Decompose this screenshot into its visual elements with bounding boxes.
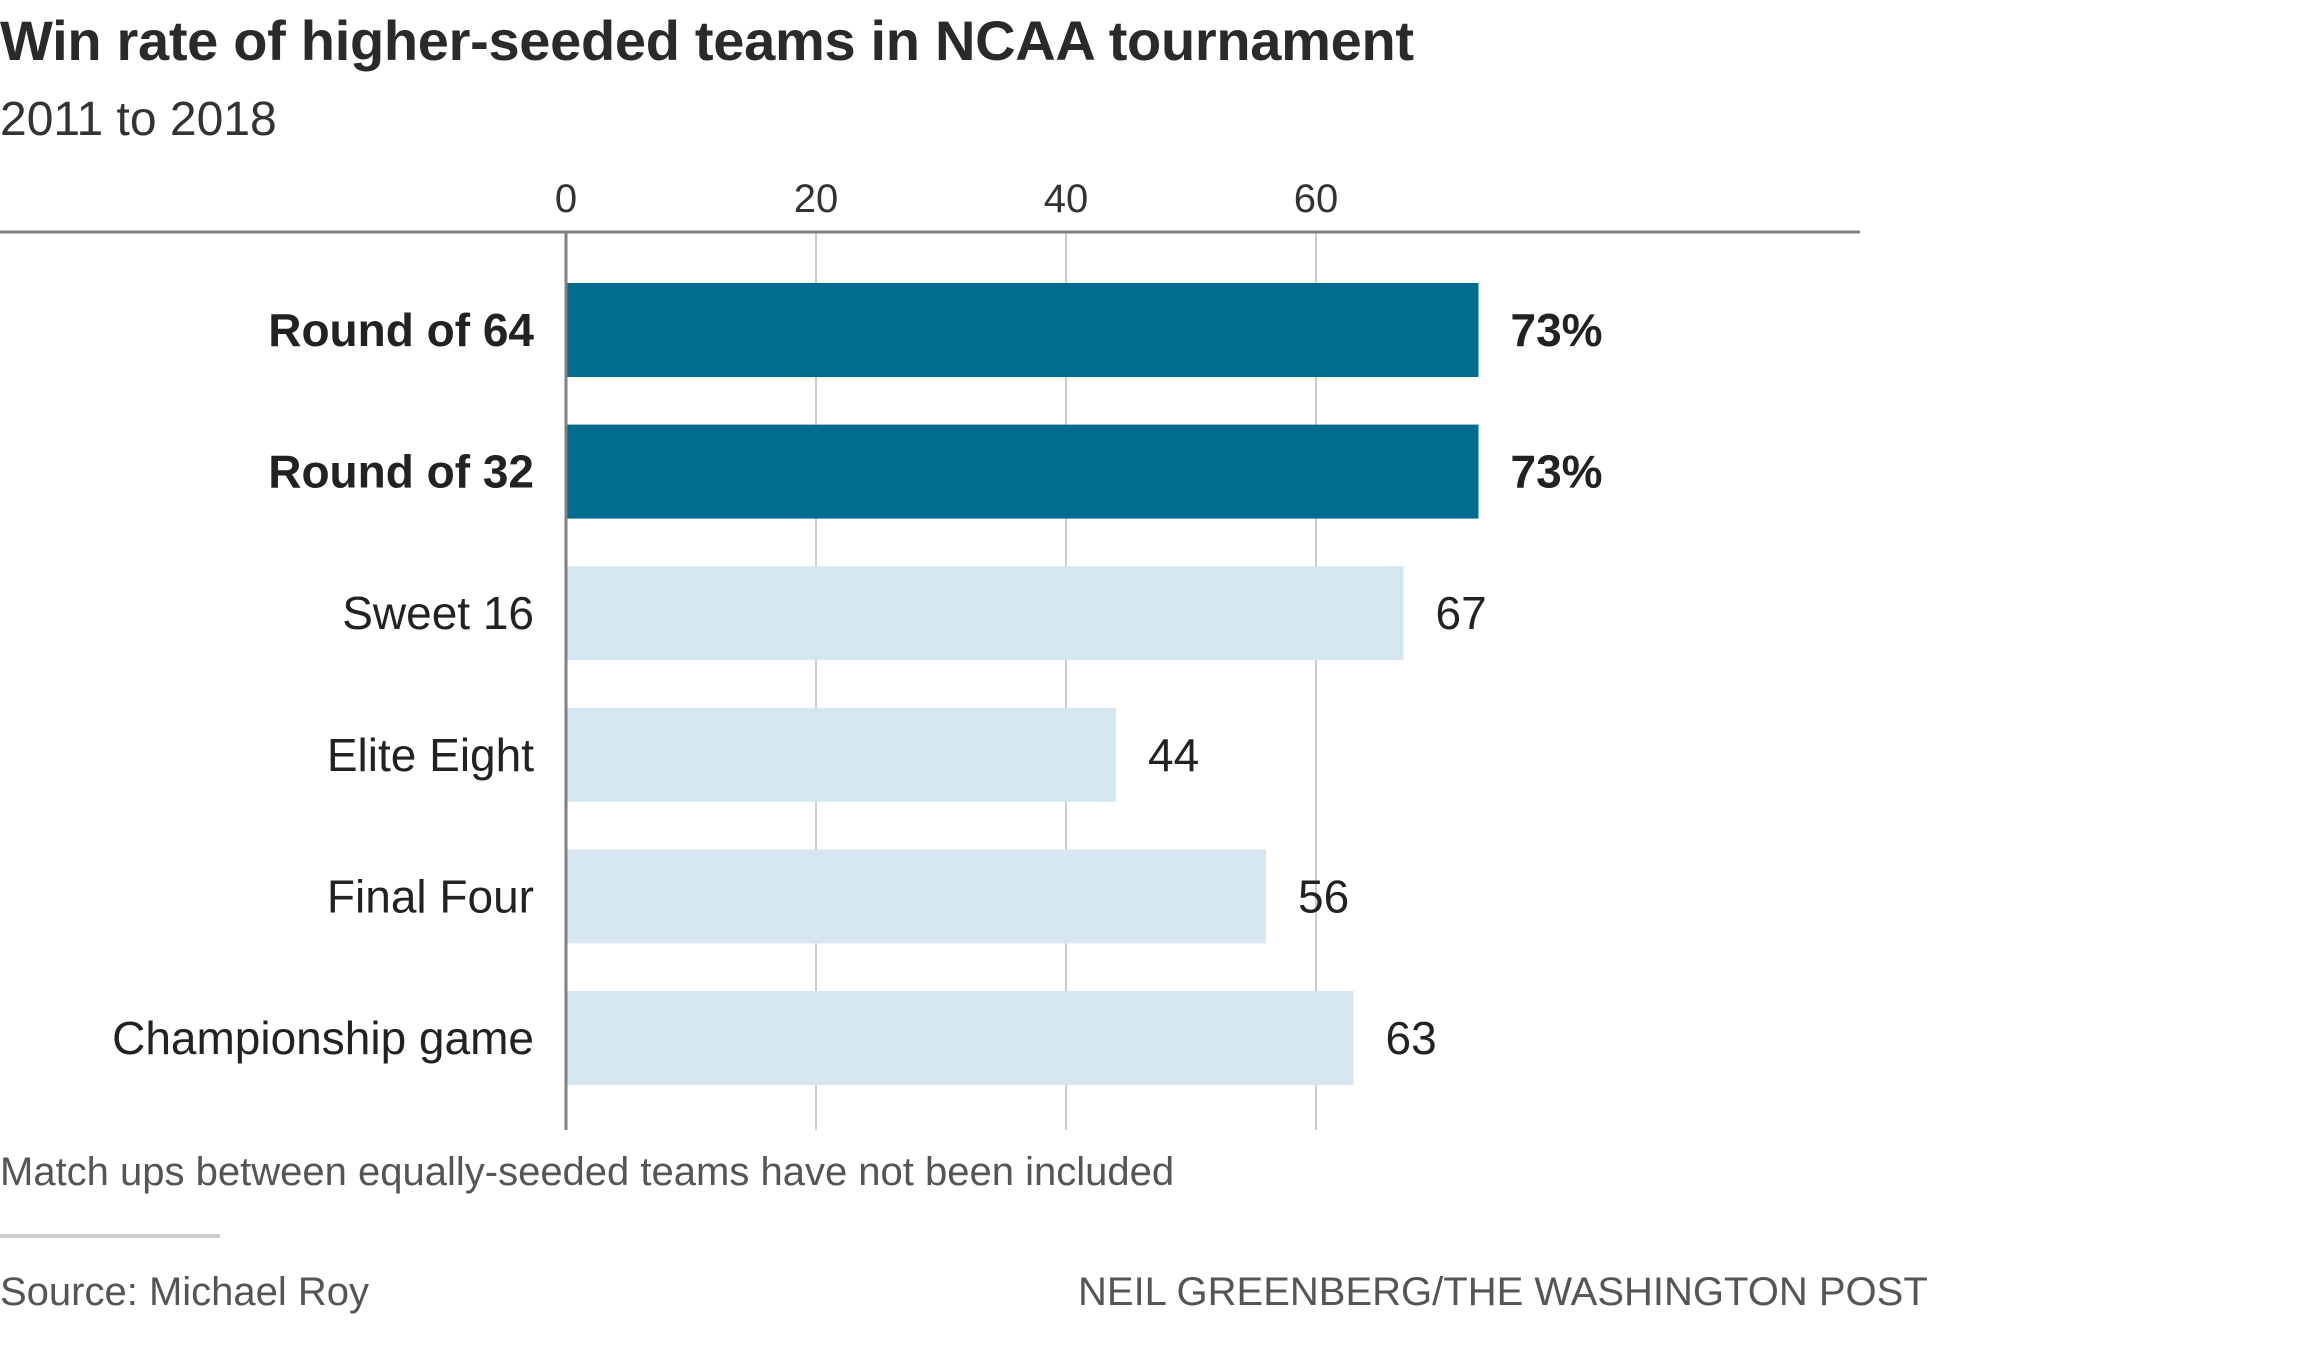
bar-chart: 0 20 40 60 Round of 64 73% Round of 32 73% Sweet… — [0, 177, 1860, 1130]
chart-note: Match ups between equally-seeded teams h… — [0, 1150, 1175, 1194]
value-label: 73% — [1511, 446, 1603, 498]
category-label: Round of 64 — [268, 304, 534, 356]
bar — [566, 991, 1354, 1085]
x-tick-label: 60 — [1294, 177, 1339, 221]
category-label: Elite Eight — [327, 729, 534, 781]
category-label: Championship game — [112, 1012, 534, 1064]
x-tick-label: 20 — [794, 177, 839, 221]
bar — [566, 566, 1404, 661]
labels: 0 20 40 60 Round of 64 73% Round of 32 73% Sweet… — [112, 177, 1602, 1064]
bar — [566, 424, 1479, 519]
grid-lines — [815, 232, 1317, 1130]
value-label: 73% — [1511, 304, 1603, 356]
category-label: Sweet 16 — [342, 587, 534, 639]
value-label: 44 — [1148, 729, 1199, 781]
axes — [0, 230, 1860, 1130]
note-divider — [0, 1234, 220, 1238]
value-label: 63 — [1386, 1012, 1437, 1064]
chart-credit: NEIL GREENBERG/THE WASHINGTON POST — [1078, 1270, 1928, 1314]
bar — [566, 707, 1116, 802]
category-label: Round of 32 — [268, 446, 534, 498]
bar — [566, 849, 1266, 944]
category-label: Final Four — [327, 870, 534, 922]
value-label: 56 — [1298, 870, 1349, 922]
x-tick-label: 40 — [1044, 177, 1089, 221]
chart-source: Source: Michael Roy — [0, 1270, 370, 1314]
value-label: 67 — [1436, 587, 1487, 639]
x-tick-label: 0 — [555, 177, 577, 221]
bars — [566, 283, 1479, 1085]
chart-title: Win rate of higher-seeded teams in NCAA … — [0, 9, 1414, 72]
chart-subtitle: 2011 to 2018 — [0, 93, 277, 146]
bar — [566, 283, 1479, 377]
